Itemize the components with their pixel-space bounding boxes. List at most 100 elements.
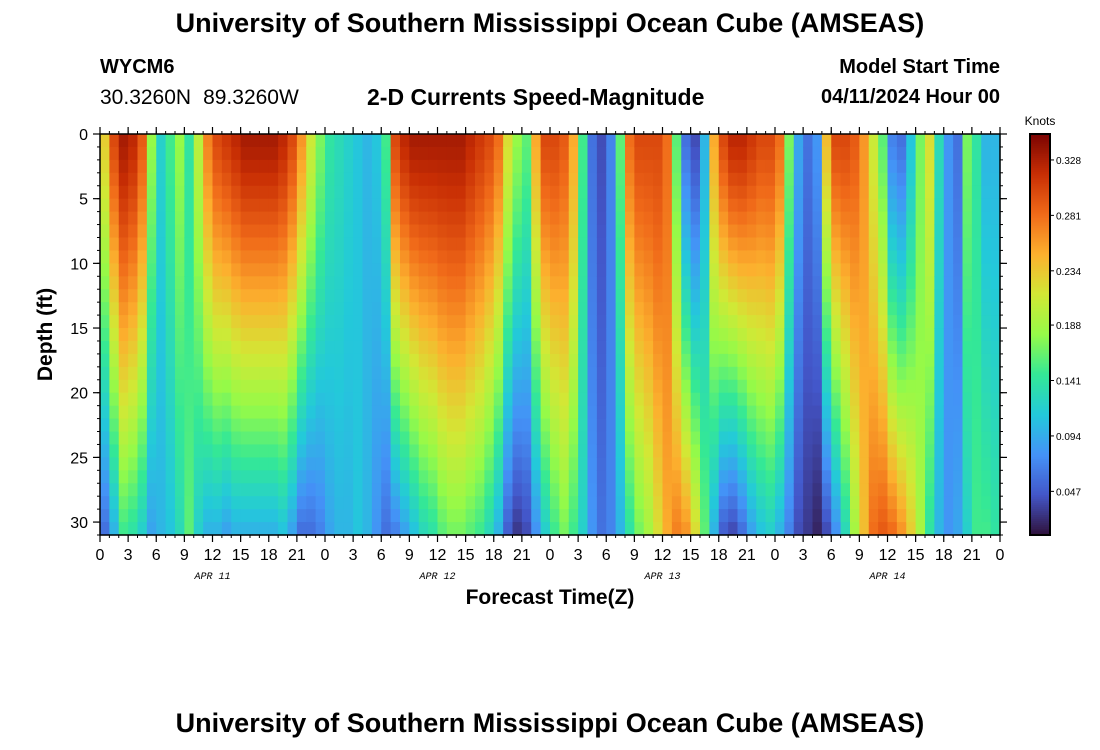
heatmap-cell <box>456 146 467 161</box>
heatmap-cell <box>737 172 748 187</box>
heatmap-cell <box>943 146 954 161</box>
x-tick-label: 15 <box>232 547 250 564</box>
heatmap-cell <box>484 405 495 420</box>
heatmap-cell <box>887 353 898 368</box>
heatmap-cell <box>296 496 307 510</box>
heatmap-cell <box>887 444 898 458</box>
heatmap-cell <box>531 224 542 239</box>
heatmap-cell <box>990 237 1001 252</box>
heatmap-cell <box>475 470 485 484</box>
x-tick-label: 0 <box>96 547 105 564</box>
heatmap-cell <box>737 276 748 290</box>
heatmap-cell <box>381 353 392 368</box>
x-tick-label: 6 <box>602 547 611 564</box>
heatmap-cell <box>821 328 832 342</box>
heatmap-cell <box>128 522 139 536</box>
heatmap-cell <box>653 418 664 433</box>
heatmap-cell <box>746 250 757 264</box>
heatmap-cell <box>850 289 860 303</box>
heatmap-cell <box>990 302 1001 316</box>
heatmap-cell <box>681 328 692 342</box>
heatmap-cell <box>906 509 917 523</box>
heatmap-cell <box>409 159 420 174</box>
heatmap-cell <box>718 315 729 329</box>
heatmap-cell <box>268 172 279 187</box>
heatmap-cell <box>475 328 485 342</box>
heatmap-cell <box>418 431 429 446</box>
heatmap-cell <box>212 353 223 368</box>
heatmap-cell <box>653 146 664 161</box>
heatmap-cell <box>409 276 420 290</box>
heatmap-cell <box>343 444 354 458</box>
heatmap-cell <box>418 198 429 213</box>
heatmap-cell <box>578 276 589 290</box>
heatmap-cell <box>418 146 429 161</box>
heatmap-cell <box>765 237 776 252</box>
heatmap-cell <box>465 276 476 290</box>
heatmap-cell <box>681 211 692 226</box>
heatmap-cell <box>803 134 814 148</box>
heatmap-cell <box>653 379 664 394</box>
heatmap-cell <box>990 392 1001 407</box>
heatmap-cell <box>278 431 289 446</box>
heatmap-cell <box>259 483 270 497</box>
heatmap-cell <box>840 134 851 148</box>
heatmap-cell <box>765 379 776 394</box>
heatmap-cell <box>353 405 364 420</box>
heatmap-cell <box>690 366 701 381</box>
heatmap-cell <box>428 418 439 433</box>
heatmap-cell <box>409 328 420 342</box>
heatmap-cell <box>925 353 935 368</box>
heatmap-cell <box>981 172 992 187</box>
heatmap-cell <box>381 418 392 433</box>
colorbar-swatch <box>1030 318 1050 322</box>
heatmap-cell <box>203 159 214 174</box>
heatmap-cell <box>418 211 429 226</box>
heatmap-cell <box>756 379 767 394</box>
heatmap-cell <box>596 392 607 407</box>
heatmap-cell <box>953 159 964 174</box>
heatmap-cell <box>690 431 701 446</box>
heatmap-cell <box>550 444 560 458</box>
heatmap-cell <box>456 379 467 394</box>
heatmap-cell <box>756 289 767 303</box>
heatmap-cell <box>568 328 579 342</box>
heatmap-cell <box>446 224 457 239</box>
heatmap-cell <box>512 353 523 368</box>
colorbar-swatch <box>1030 282 1050 285</box>
heatmap-cell <box>840 340 851 355</box>
heatmap-cell <box>146 353 157 368</box>
heatmap-cell <box>240 392 251 407</box>
heatmap-cell <box>531 431 542 446</box>
heatmap-cell <box>428 263 439 277</box>
heatmap-cell <box>737 522 748 536</box>
heatmap-cell <box>765 522 776 536</box>
heatmap-cell <box>671 224 682 239</box>
x-tick-label: 18 <box>485 547 503 564</box>
colorbar-swatch <box>1030 204 1050 207</box>
heatmap-cell <box>709 392 720 407</box>
heatmap-cell <box>512 159 523 174</box>
heatmap-cell <box>625 431 635 446</box>
heatmap-cell <box>221 392 232 407</box>
heatmap-cell <box>915 444 926 458</box>
heatmap-cell <box>690 198 701 213</box>
colorbar-tick-label: 0.188 <box>1056 321 1081 332</box>
heatmap-cell <box>118 418 129 433</box>
heatmap-cell <box>137 522 148 536</box>
heatmap-cell <box>728 470 739 484</box>
heatmap-cell <box>831 146 842 161</box>
heatmap-cell <box>981 224 992 239</box>
heatmap-cell <box>587 457 598 471</box>
heatmap-cell <box>990 172 1001 187</box>
heatmap-cell <box>821 392 832 407</box>
heatmap-cell <box>240 431 251 446</box>
heatmap-cell <box>568 483 579 497</box>
colorbar-swatch <box>1030 416 1050 420</box>
heatmap-cell <box>446 405 457 420</box>
heatmap-cell <box>925 263 935 277</box>
heatmap-cell <box>812 224 823 239</box>
heatmap-cell <box>559 470 570 484</box>
heatmap-cell <box>100 483 110 497</box>
heatmap-cell <box>193 198 204 213</box>
